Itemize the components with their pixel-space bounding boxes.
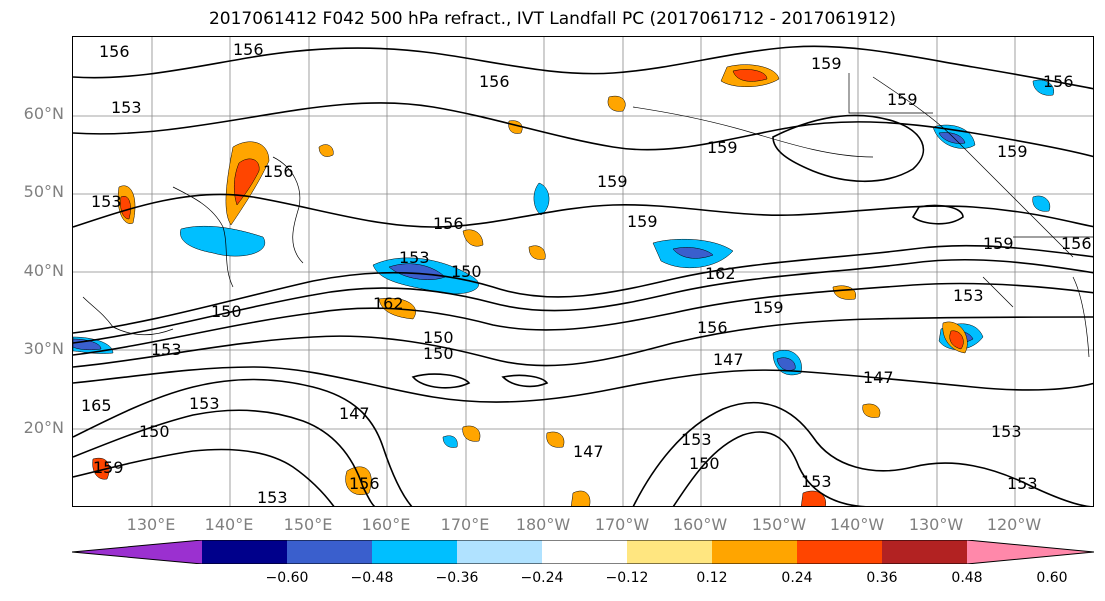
colorbar-segment xyxy=(712,540,797,564)
lon-label: 160°W xyxy=(672,515,728,534)
contour-label: 153 xyxy=(91,192,122,211)
contour-label: 156 xyxy=(697,318,728,337)
colorbar-segment xyxy=(287,540,372,564)
contour-label: 159 xyxy=(707,138,738,157)
contour-label: 147 xyxy=(713,350,744,369)
contour-label: 153 xyxy=(189,394,220,413)
contour-label: 153 xyxy=(953,286,984,305)
lon-label: 150°W xyxy=(751,515,807,534)
colorbar-segment xyxy=(457,540,542,564)
lon-label: 120°W xyxy=(986,515,1042,534)
contour-label: 147 xyxy=(573,442,604,461)
lon-label: 140°E xyxy=(204,515,254,534)
colorbar-tick-label: 0.12 xyxy=(696,570,728,586)
ivt-shading xyxy=(73,64,1055,506)
contour-label: 159 xyxy=(997,142,1028,161)
lon-label: 150°E xyxy=(283,515,333,534)
colorbar-tick-label: 0.60 xyxy=(1036,570,1068,586)
contour-label: 147 xyxy=(339,404,370,423)
contour-label: 150 xyxy=(423,344,454,363)
lon-label: 170°W xyxy=(594,515,650,534)
map-title: 2017061412 F042 500 hPa refract., IVT La… xyxy=(208,9,896,29)
contour-label: 162 xyxy=(373,294,404,313)
lat-label: 60°N xyxy=(23,104,64,123)
lat-label: 20°N xyxy=(23,418,64,437)
lon-label: 160°E xyxy=(361,515,411,534)
lon-label: 170°E xyxy=(440,515,490,534)
contour-label: 156 xyxy=(433,214,464,233)
height-contours xyxy=(73,45,1093,506)
colorbar-segment xyxy=(882,540,967,564)
lat-label: 40°N xyxy=(23,261,64,280)
lon-label: 140°W xyxy=(829,515,885,534)
contour-label: 156 xyxy=(233,40,264,59)
contour-label: 153 xyxy=(681,430,712,449)
contour-label: 153 xyxy=(801,472,832,491)
contour-label: 159 xyxy=(983,234,1014,253)
contour-label: 165 xyxy=(81,396,112,415)
contour-label: 153 xyxy=(399,248,430,267)
colorbar-segment xyxy=(627,540,712,564)
map-panel: 156 156 156 159 159 159 159 159 159 156 … xyxy=(72,36,1094,507)
colorbar-segment xyxy=(542,540,627,564)
lat-label: 50°N xyxy=(23,182,64,201)
colorbar-extend-high xyxy=(967,540,1094,564)
lon-label: 130°E xyxy=(126,515,176,534)
contour-label: 153 xyxy=(257,488,288,507)
contour-label: 159 xyxy=(597,172,628,191)
contour-label: 156 xyxy=(99,42,130,61)
contour-label: 153 xyxy=(151,340,182,359)
contour-label: 147 xyxy=(863,368,894,387)
contour-label: 150 xyxy=(211,302,242,321)
lat-label: 30°N xyxy=(23,339,64,358)
colorbar-segment xyxy=(797,540,882,564)
coastlines xyxy=(82,73,1093,358)
colorbar-tick-label: −0.24 xyxy=(520,570,564,586)
contour-label: 159 xyxy=(811,54,842,73)
colorbar-tick-label: 0.48 xyxy=(951,570,983,586)
contour-label: 156 xyxy=(1061,234,1092,253)
contour-label: 159 xyxy=(753,298,784,317)
colorbar-tick-label: −0.48 xyxy=(350,570,394,586)
colorbar-tick-label: 0.36 xyxy=(866,570,898,586)
contour-label: 156 xyxy=(349,474,380,493)
colorbar-tick-label: 0.24 xyxy=(781,570,813,586)
colorbar-tick-label: −0.60 xyxy=(265,570,309,586)
contour-label: 153 xyxy=(991,422,1022,441)
colorbar xyxy=(72,540,1094,564)
lon-label: 130°W xyxy=(908,515,964,534)
colorbar-extend-low xyxy=(72,540,202,564)
contour-label-layer: 156 156 156 159 159 159 159 159 159 156 … xyxy=(81,40,1092,507)
contour-label: 159 xyxy=(887,90,918,109)
contour-label: 150 xyxy=(139,422,170,441)
colorbar-segment xyxy=(202,540,287,564)
contour-label: 156 xyxy=(1043,72,1074,91)
contour-label: 153 xyxy=(111,98,142,117)
contour-label: 150 xyxy=(423,328,454,347)
contour-label: 150 xyxy=(451,262,482,281)
contour-label: 153 xyxy=(1007,474,1038,493)
lon-label: 180°W xyxy=(515,515,571,534)
colorbar-segment xyxy=(372,540,457,564)
contour-label: 156 xyxy=(263,162,294,181)
colorbar-tick-label: −0.36 xyxy=(435,570,479,586)
map-canvas: 156 156 156 159 159 159 159 159 159 156 … xyxy=(73,37,1093,507)
contour-label: 159 xyxy=(93,458,124,477)
contour-label: 150 xyxy=(689,454,720,473)
contour-label: 156 xyxy=(479,72,510,91)
contour-label: 159 xyxy=(627,212,658,231)
graticule xyxy=(73,37,1093,506)
contour-label: 162 xyxy=(705,264,736,283)
colorbar-tick-label: −0.12 xyxy=(605,570,649,586)
